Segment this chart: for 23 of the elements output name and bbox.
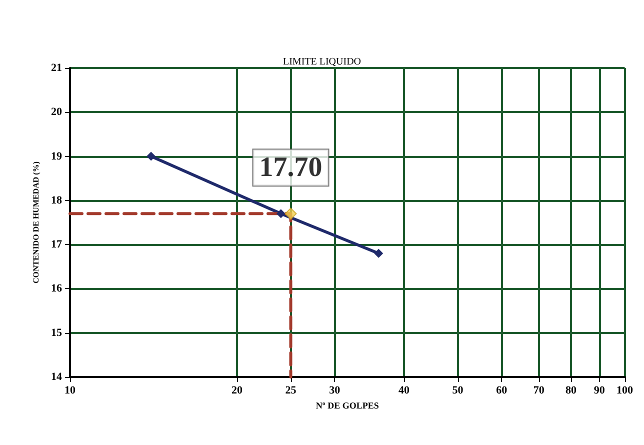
x-tick-label: 25: [285, 384, 297, 396]
x-tick-label: 60: [496, 384, 508, 396]
x-tick-label: 70: [533, 384, 545, 396]
x-tick-label: 10: [64, 384, 76, 396]
x-tick-label: 80: [565, 384, 577, 396]
y-tick-label: 18: [51, 194, 62, 206]
y-tick-label: 15: [51, 326, 62, 339]
y-tick-label: 21: [51, 62, 62, 74]
y-axis-title: CONTENIDO DE HUMEDAD (%): [32, 161, 41, 284]
x-tick-label: 50: [452, 384, 464, 396]
x-tick-label: 40: [398, 384, 410, 396]
x-tick-label: 90: [594, 384, 606, 396]
annotation: 17.70: [259, 152, 322, 184]
x-tick-label: 100: [616, 384, 634, 396]
x-tick-label: 30: [329, 384, 341, 396]
y-tick-label: 19: [51, 150, 62, 162]
x-tick-label: 20: [231, 384, 243, 396]
y-tick-label: 14: [51, 371, 62, 383]
y-tick-label: 17: [51, 238, 62, 251]
x-axis-title: Nº DE GOLPES: [316, 400, 379, 410]
chart-title: LIMITE LIQUIDO: [282, 56, 362, 68]
y-tick-label: 16: [51, 282, 62, 295]
y-tick-label: 20: [51, 106, 62, 118]
